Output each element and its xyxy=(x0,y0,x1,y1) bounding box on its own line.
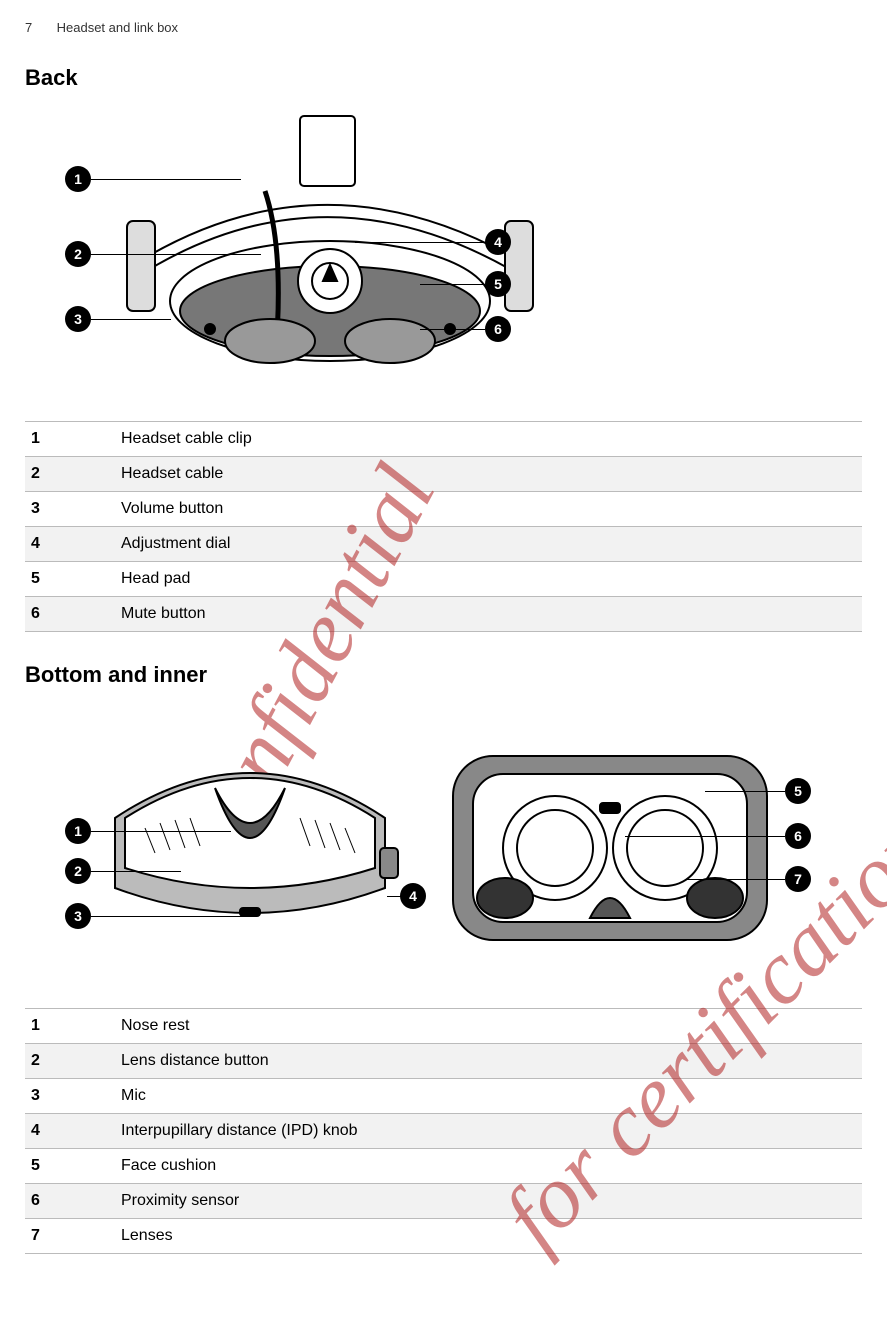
back-parts-table: 1Headset cable clip2Headset cable3Volume… xyxy=(25,421,862,632)
table-row: 5Face cushion xyxy=(25,1149,862,1184)
page-header: 7 Headset and link box xyxy=(25,20,862,35)
part-number: 6 xyxy=(25,1184,115,1219)
back-callout-2: 2 xyxy=(65,241,91,267)
bottom-title: Bottom and inner xyxy=(25,662,862,688)
back-diagram: 1 2 3 4 5 6 xyxy=(25,111,862,391)
part-label: Headset cable xyxy=(115,457,862,492)
bottom-callout-3: 3 xyxy=(65,903,91,929)
back-callout-5: 5 xyxy=(485,271,511,297)
page-number: 7 xyxy=(25,20,53,35)
part-number: 5 xyxy=(25,562,115,597)
table-row: 2Lens distance button xyxy=(25,1044,862,1079)
table-row: 6Mute button xyxy=(25,597,862,632)
bottom-callout-5: 5 xyxy=(785,778,811,804)
part-label: Proximity sensor xyxy=(115,1184,862,1219)
part-label: Lenses xyxy=(115,1219,862,1254)
table-row: 5Head pad xyxy=(25,562,862,597)
part-number: 4 xyxy=(25,1114,115,1149)
part-label: Adjustment dial xyxy=(115,527,862,562)
table-row: 1Nose rest xyxy=(25,1009,862,1044)
back-callout-3: 3 xyxy=(65,306,91,332)
part-label: Face cushion xyxy=(115,1149,862,1184)
table-row: 2Headset cable xyxy=(25,457,862,492)
table-row: 1Headset cable clip xyxy=(25,422,862,457)
part-label: Volume button xyxy=(115,492,862,527)
part-number: 7 xyxy=(25,1219,115,1254)
table-row: 3Mic xyxy=(25,1079,862,1114)
bottom-callout-1: 1 xyxy=(65,818,91,844)
part-label: Mic xyxy=(115,1079,862,1114)
part-label: Mute button xyxy=(115,597,862,632)
bottom-callout-2: 2 xyxy=(65,858,91,884)
bottom-callout-7: 7 xyxy=(785,866,811,892)
part-label: Headset cable clip xyxy=(115,422,862,457)
part-label: Lens distance button xyxy=(115,1044,862,1079)
header-section: Headset and link box xyxy=(57,20,178,35)
bottom-parts-table: 1Nose rest2Lens distance button3Mic4Inte… xyxy=(25,1008,862,1254)
part-label: Nose rest xyxy=(115,1009,862,1044)
part-number: 2 xyxy=(25,457,115,492)
bottom-callout-4: 4 xyxy=(400,883,426,909)
table-row: 7Lenses xyxy=(25,1219,862,1254)
part-number: 2 xyxy=(25,1044,115,1079)
back-callout-4: 4 xyxy=(485,229,511,255)
back-callout-6: 6 xyxy=(485,316,511,342)
table-row: 6Proximity sensor xyxy=(25,1184,862,1219)
part-number: 3 xyxy=(25,492,115,527)
bottom-callout-6: 6 xyxy=(785,823,811,849)
table-row: 3Volume button xyxy=(25,492,862,527)
part-label: Head pad xyxy=(115,562,862,597)
table-row: 4Interpupillary distance (IPD) knob xyxy=(25,1114,862,1149)
part-number: 3 xyxy=(25,1079,115,1114)
back-title: Back xyxy=(25,65,862,91)
part-label: Interpupillary distance (IPD) knob xyxy=(115,1114,862,1149)
part-number: 1 xyxy=(25,422,115,457)
part-number: 6 xyxy=(25,597,115,632)
part-number: 5 xyxy=(25,1149,115,1184)
back-callout-1: 1 xyxy=(65,166,91,192)
bottom-diagram: 1 2 3 4 5 6 7 xyxy=(25,708,862,978)
table-row: 4Adjustment dial xyxy=(25,527,862,562)
part-number: 4 xyxy=(25,527,115,562)
part-number: 1 xyxy=(25,1009,115,1044)
